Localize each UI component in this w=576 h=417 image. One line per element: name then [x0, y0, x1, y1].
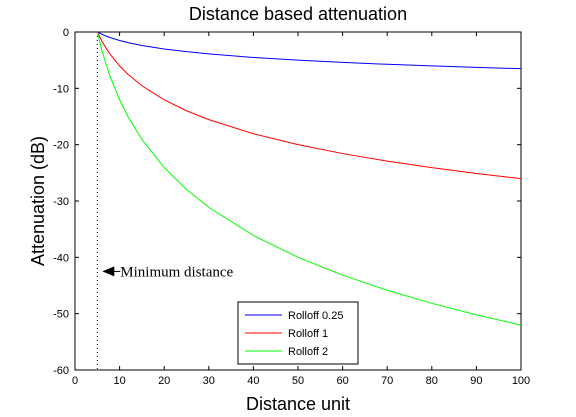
x-tick-label: 80 [426, 375, 438, 387]
legend-label-3: Rolloff 2 [288, 346, 328, 358]
x-tick-label: 30 [203, 375, 215, 387]
x-axis-label: Distance unit [246, 394, 350, 414]
y-tick-label: -20 [53, 140, 69, 152]
series-lines [96, 31, 522, 326]
minimum-distance-annotation: Minimum distance [102, 264, 234, 280]
x-tick-label: 0 [72, 375, 78, 387]
x-tick-label: 40 [247, 375, 259, 387]
annotation-arrow [102, 266, 115, 277]
x-tick-label: 90 [470, 375, 482, 387]
series-line-3 [96, 31, 522, 326]
y-tick-label: -60 [53, 365, 69, 377]
y-tick-label: -10 [53, 83, 69, 95]
y-tick-label: -40 [53, 252, 69, 264]
x-tick-label: 10 [113, 375, 125, 387]
series-line-1 [97, 31, 522, 70]
x-tick-label: 20 [158, 375, 170, 387]
chart-title: Distance based attenuation [189, 4, 407, 24]
series-line-2 [96, 31, 522, 180]
y-tick-label: -50 [53, 309, 69, 321]
x-tick-label: 60 [336, 375, 348, 387]
y-axis-label: Attenuation (dB) [28, 136, 48, 266]
x-axis: 0 10 20 30 40 50 60 70 80 90 100 [72, 32, 530, 387]
y-axis: 0 -10 -20 -30 -40 -50 -60 [53, 27, 521, 377]
annotation-text: Minimum distance [120, 264, 233, 280]
x-tick-label: 100 [512, 375, 530, 387]
y-tick-label: -30 [53, 196, 69, 208]
legend: Rolloff 0.25 Rolloff 1 Rolloff 2 [237, 301, 359, 365]
y-tick-label: 0 [63, 27, 69, 39]
x-tick-label: 50 [292, 375, 304, 387]
legend-label-1: Rolloff 0.25 [288, 310, 343, 322]
x-tick-label: 70 [381, 375, 393, 387]
legend-label-2: Rolloff 1 [288, 328, 328, 340]
